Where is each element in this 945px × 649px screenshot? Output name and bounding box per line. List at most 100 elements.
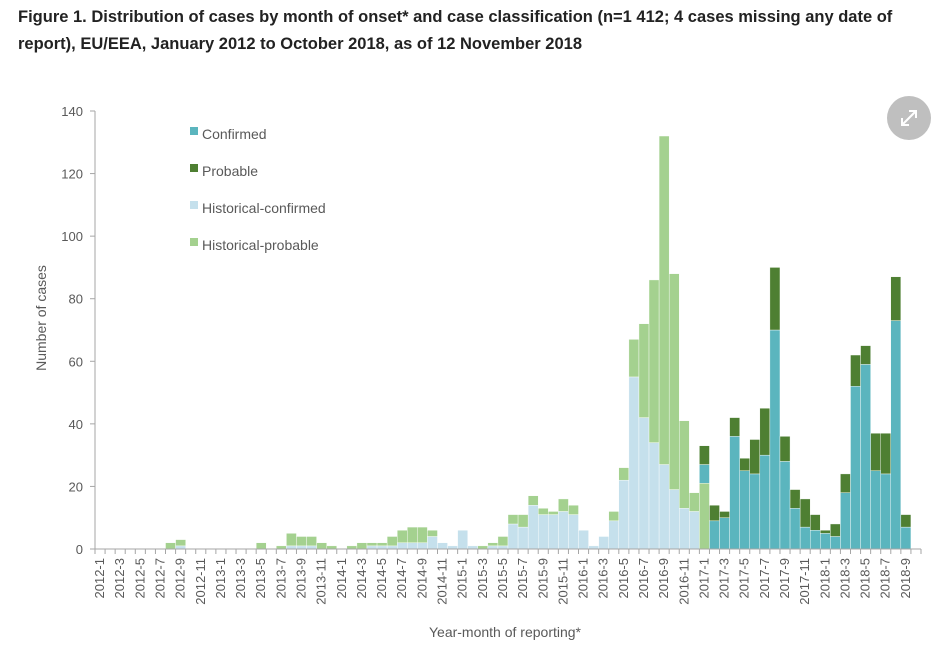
bar-confirmed-2017-4 (729, 436, 740, 550)
x-tick-label: 2014-3 (354, 558, 369, 598)
bar-historical-confirmed-2016-10 (668, 489, 680, 550)
x-tick-label: 2012-7 (152, 558, 167, 598)
bar-confirmed-2017-10 (789, 508, 801, 550)
x-tick-label: 2015-3 (475, 558, 490, 598)
bar-historical-probable-2015-8 (527, 495, 539, 506)
bar-historical-probable-2015-12 (568, 505, 579, 515)
bar-confirmed-2017-2 (709, 520, 720, 550)
bar-probable-2017-3 (719, 511, 730, 518)
x-tick-label: 2016-11 (676, 558, 691, 605)
bar-historical-probable-2015-7 (517, 514, 529, 528)
x-tick-label: 2018-1 (817, 558, 832, 598)
y-tick-label: 60 (69, 354, 83, 369)
bar-historical-probable-2012-9 (175, 539, 186, 547)
bar-probable-2018-5 (860, 345, 871, 365)
bar-historical-confirmed-2016-9 (658, 464, 670, 550)
figure-title: Figure 1. Distribution of cases by month… (18, 8, 893, 53)
bar-confirmed-2017-3 (719, 517, 730, 550)
bar-historical-confirmed-2016-4 (608, 520, 619, 550)
bar-confirmed-2018-7 (880, 473, 891, 550)
x-tick-label: 2016-3 (596, 558, 611, 598)
bar-historical-probable-2015-11 (558, 498, 569, 512)
bar-confirmed-2018-4 (850, 386, 861, 550)
bar-confirmed-2017-11 (799, 526, 811, 550)
x-axis-label: Year-month of reporting* (429, 624, 582, 640)
bar-confirmed-2018-2 (830, 536, 841, 550)
bar-historical-probable-2016-6 (628, 339, 640, 378)
x-tick-label: 2016-1 (576, 558, 591, 598)
bar-probable-2018-3 (840, 473, 851, 493)
x-tick-label: 2017-11 (797, 558, 812, 605)
bar-confirmed-2017-8 (769, 329, 781, 550)
y-tick-label: 120 (61, 167, 83, 182)
bar-confirmed-2017-1 (699, 464, 710, 484)
bar-historical-probable-2014-4 (366, 542, 378, 547)
bar-historical-confirmed-2016-8 (648, 442, 660, 550)
x-tick-label: 2018-7 (878, 558, 893, 598)
x-axis-tick-labels: 2012-1 2012-3 2012-5 2012-7 2012-9 2012-11 201… (92, 558, 913, 605)
bar-confirmed-2018-6 (870, 470, 881, 550)
x-tick-label: 2014-7 (394, 558, 409, 598)
x-tick-label: 2015-11 (555, 558, 570, 605)
bar-historical-probable-2013-5 (255, 542, 267, 550)
bar-confirmed-2017-12 (810, 530, 821, 550)
legend-label-historical-probable[interactable]: Historical-probable (202, 237, 319, 253)
bar-historical-probable-2014-6 (386, 536, 398, 547)
bar-historical-probable-2015-4 (487, 542, 499, 547)
bar-probable-2017-10 (789, 489, 801, 509)
legend[interactable]: Confirmed Probable Historical-confirmed His… (190, 126, 326, 253)
x-tick-label: 2013-11 (314, 558, 329, 605)
legend-swatch-probable (190, 164, 198, 172)
y-axis-ticks: 0 20 40 60 80 100 120 140 (61, 104, 95, 557)
bar-probable-2017-8 (769, 267, 781, 331)
legend-label-confirmed[interactable]: Confirmed (202, 126, 267, 142)
y-tick-label: 140 (61, 104, 83, 119)
x-tick-label: 2017-7 (757, 558, 772, 598)
bar-confirmed-2017-7 (759, 454, 771, 550)
bar-confirmed-2018-1 (820, 533, 831, 550)
bar-probable-2017-2 (709, 505, 720, 522)
legend-label-historical-confirmed[interactable]: Historical-confirmed (202, 200, 326, 216)
bar-probable-2018-6 (870, 433, 881, 471)
bar-probable-2017-5 (739, 458, 750, 471)
bar-historical-confirmed-2014-9 (417, 542, 428, 550)
bar-historical-probable-2016-9 (658, 135, 670, 465)
bar-historical-probable-2014-7 (397, 530, 408, 543)
x-tick-label: 2016-7 (636, 558, 651, 598)
y-tick-label: 100 (61, 229, 83, 244)
y-tick-label: 40 (69, 417, 83, 432)
bar-historical-confirmed-2014-10 (427, 536, 438, 550)
x-tick-label: 2012-11 (193, 558, 208, 605)
x-tick-label: 2012-3 (112, 558, 127, 598)
bar-historical-confirmed-2014-11 (437, 542, 448, 550)
bar-historical-probable-2016-7 (638, 323, 650, 418)
bar-historical-probable-2016-4 (608, 511, 619, 522)
bar-confirmed-2017-9 (779, 461, 791, 550)
legend-swatch-confirmed (190, 127, 198, 135)
x-tick-label: 2015-5 (495, 558, 510, 598)
x-tick-label: 2012-9 (173, 558, 188, 598)
bar-historical-confirmed-2016-3 (598, 536, 609, 550)
expand-chart-button[interactable] (887, 96, 931, 140)
bar-confirmed-2018-3 (840, 492, 851, 550)
bar-historical-confirmed-2015-6 (507, 523, 519, 550)
legend-label-probable[interactable]: Probable (202, 163, 258, 179)
bar-historical-confirmed-2015-10 (548, 514, 559, 550)
x-tick-label: 2017-3 (717, 558, 732, 598)
bar-probable-2017-9 (779, 436, 791, 462)
x-tick-label: 2017-5 (737, 558, 752, 598)
x-tick-label: 2012-5 (132, 558, 147, 598)
bar-historical-confirmed-2016-12 (689, 511, 700, 550)
bar-confirmed-2018-8 (890, 320, 902, 550)
bar-historical-probable-2014-5 (376, 542, 388, 547)
bar-historical-probable-2014-8 (407, 526, 418, 543)
bar-confirmed-2018-5 (860, 364, 871, 550)
bar-probable-2017-12 (810, 514, 821, 531)
bar-historical-confirmed-2014-7 (397, 542, 408, 550)
x-tick-label: 2016-9 (656, 558, 671, 598)
axes (94, 111, 922, 554)
x-tick-label: 2015-9 (535, 558, 550, 598)
bar-historical-probable-2014-3 (356, 542, 368, 550)
bar-probable-2017-11 (799, 498, 811, 528)
